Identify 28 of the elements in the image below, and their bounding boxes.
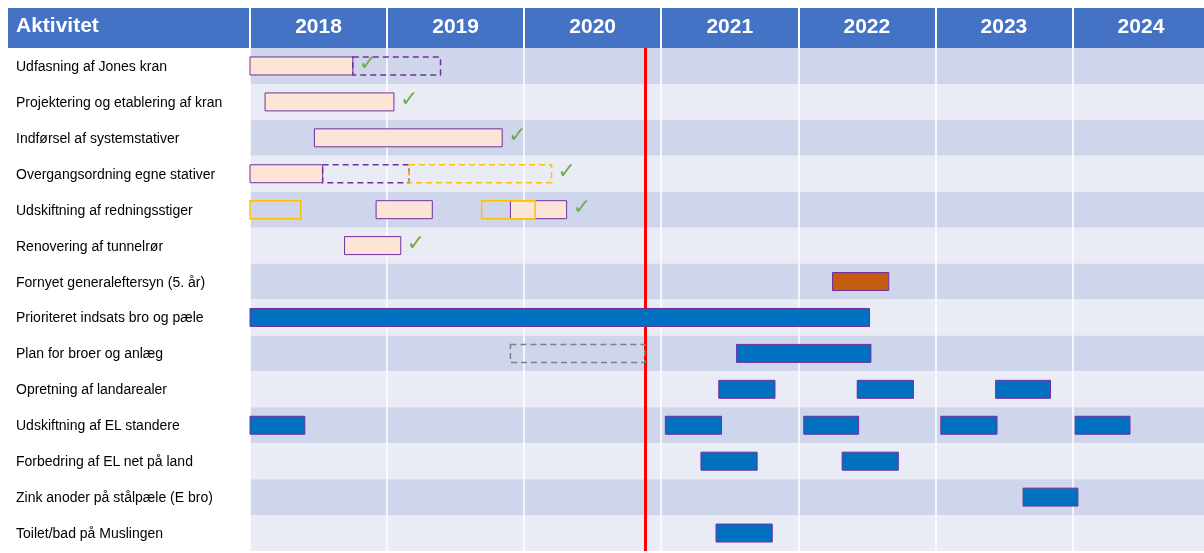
y-tick-label: Indførsel af systemstativer [16,129,180,146]
y-tick-label: Udskiftning af EL standere [16,417,180,434]
y-tick-label: Zink anoder på stålpæle (E bro) [16,489,213,506]
annotation: ✓ [399,86,419,112]
annotation: ✓ [508,122,527,148]
y-tick-label: Udfasning af Jones kran [16,57,167,74]
annotation: ✓ [406,230,426,256]
y-tick-label: Toilet/bad på Muslingen [16,525,164,542]
y-tick-label: Opretning af landarealer [16,381,168,398]
x-tick-label: 2018 [295,14,343,37]
y-axis-title: Aktivitet [16,13,99,37]
x-tick-label: 2021 [706,14,754,37]
x-tick-label: 2024 [1117,14,1165,37]
annotation: ✓ [572,194,592,220]
y-tick-label: Projektering og etablering af kran [16,93,223,110]
x-tick-label: 2022 [843,14,891,37]
y-tick-label: Renovering af tunnelrør [16,237,164,254]
annotation: ✓ [358,50,378,76]
x-tick-label: 2019 [432,14,479,37]
y-tick-label: Forbedring af EL net på land [16,453,193,470]
x-tick-label: 2020 [569,14,617,37]
y-tick-label: Prioriteret indsats bro og pæle [16,309,204,326]
x-tick-label: 2023 [980,14,1028,37]
annotation: ✓ [557,158,576,184]
y-tick-label: Overgangsordning egne stativer [16,165,216,182]
y-tick-label: Fornyet generaleftersyn (5. år) [16,273,206,290]
y-tick-label: Udskiftning af redningsstiger [16,201,193,218]
y-tick-label: Plan for broer og anlæg [16,345,164,362]
